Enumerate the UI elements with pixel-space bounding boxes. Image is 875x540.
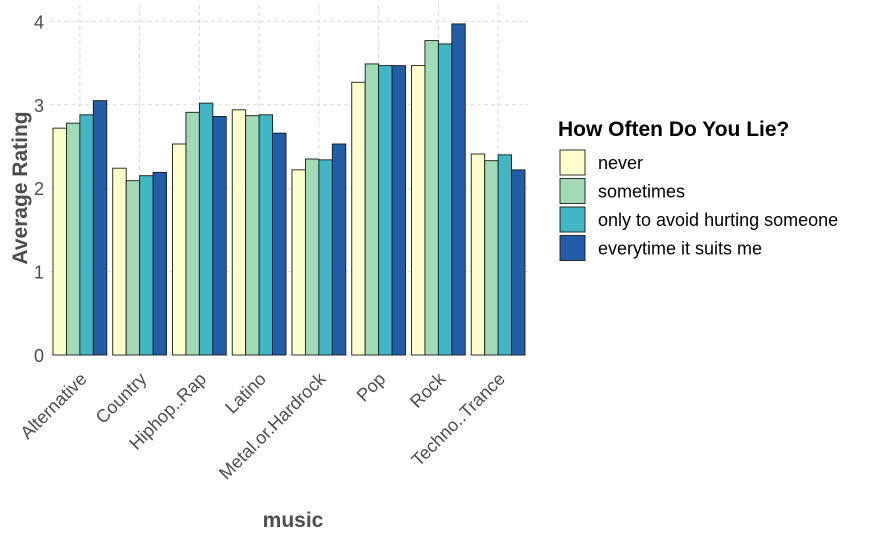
legend-label: everytime it suits me (598, 239, 762, 259)
legend-swatch (559, 149, 586, 176)
bar (364, 63, 380, 356)
legend-title: How Often Do You Lie? (558, 118, 789, 141)
x-tick-label: Rock (406, 368, 450, 412)
bars (52, 23, 526, 356)
bar (231, 109, 247, 356)
y-tick-label: 1 (34, 263, 44, 283)
bar (318, 159, 333, 356)
bar (139, 175, 154, 356)
bar (52, 127, 67, 356)
x-axis-title: music (263, 509, 324, 532)
bar (331, 143, 347, 356)
bar (185, 111, 200, 356)
bar (304, 158, 320, 356)
bar (484, 160, 499, 356)
legend-label: never (598, 153, 643, 173)
bar (497, 154, 513, 356)
y-axis-ticks: 0 1 2 3 4 (34, 12, 44, 366)
bar (470, 153, 486, 356)
x-tick-label: Alternative (16, 369, 90, 443)
bar (152, 171, 167, 356)
bar (424, 40, 439, 356)
bar (351, 81, 366, 356)
x-tick-label: Latino (221, 369, 270, 418)
bar (172, 143, 187, 356)
bar (112, 167, 127, 356)
legend-swatch (559, 206, 586, 233)
bar (125, 180, 141, 356)
y-axis-title: Average Rating (9, 111, 32, 264)
y-tick-label: 0 (34, 346, 44, 366)
bar (451, 23, 466, 356)
x-tick-label: Pop (353, 369, 390, 406)
x-tick-label: Country (92, 369, 151, 428)
y-tick-label: 2 (34, 179, 44, 199)
bar (245, 115, 260, 356)
bar (291, 169, 306, 356)
y-tick-label: 4 (34, 12, 44, 32)
legend: How Often Do You Lie? never sometimes only… (558, 118, 838, 261)
legend-swatch (559, 178, 586, 204)
legend-swatch (559, 235, 586, 261)
bar (511, 169, 526, 356)
bar (212, 116, 227, 356)
bar (258, 114, 274, 356)
bar (198, 102, 214, 356)
bar (79, 114, 94, 356)
bar (437, 43, 453, 356)
bar (391, 65, 406, 356)
bar (92, 100, 108, 356)
bar (378, 65, 393, 356)
bar (65, 122, 81, 356)
x-tick-label: Metal.or.Hardrock (215, 368, 330, 483)
y-tick-label: 3 (34, 96, 44, 116)
legend-label: only to avoid hurting someone (598, 210, 838, 230)
legend-label: sometimes (598, 182, 685, 202)
bar (272, 132, 287, 356)
bar (411, 65, 426, 356)
